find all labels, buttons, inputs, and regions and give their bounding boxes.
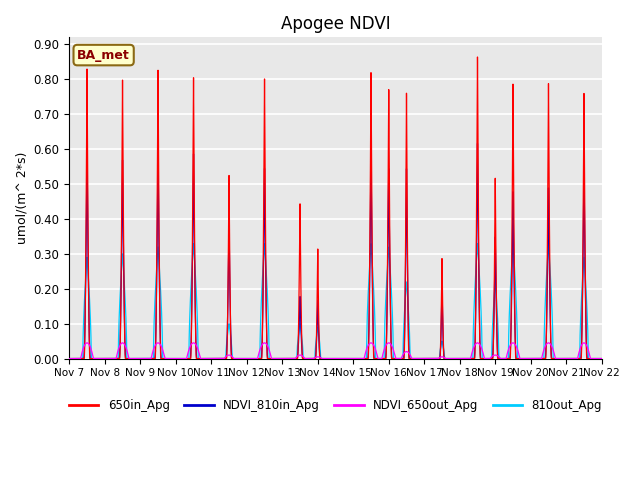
Y-axis label: umol/(m^ 2*s): umol/(m^ 2*s) <box>15 152 28 244</box>
Legend: 650in_Apg, NDVI_810in_Apg, NDVI_650out_Apg, 810out_Apg: 650in_Apg, NDVI_810in_Apg, NDVI_650out_A… <box>64 395 607 417</box>
Text: BA_met: BA_met <box>77 48 130 61</box>
Title: Apogee NDVI: Apogee NDVI <box>281 15 390 33</box>
